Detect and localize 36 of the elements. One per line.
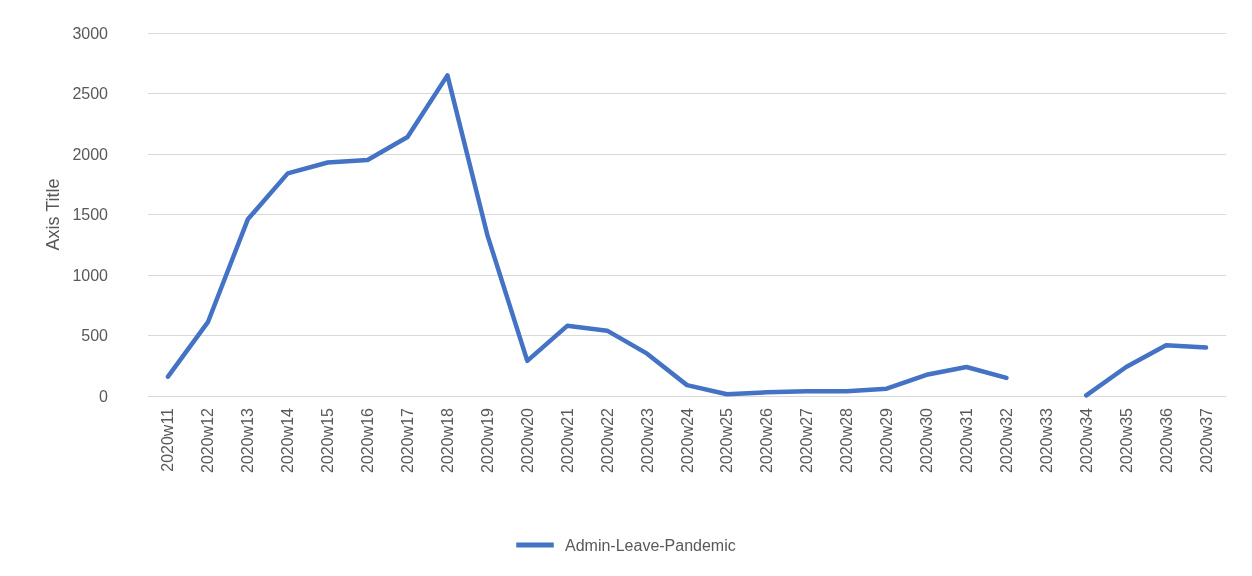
y-tick-label: 2000: [72, 145, 109, 163]
x-tick-label: 2020w17: [399, 407, 417, 473]
x-tick-label: 2020w30: [918, 407, 936, 473]
y-tick-label: 3000: [72, 24, 109, 42]
x-tick-label: 2020w32: [997, 407, 1015, 473]
x-tick-label: 2020w29: [878, 407, 896, 473]
x-tick-label: 2020w27: [798, 407, 816, 473]
y-tick-label: 1500: [72, 206, 109, 223]
x-tick-label: 2020w19: [478, 407, 496, 473]
x-tick-label: 2020w13: [239, 407, 257, 473]
x-tick-label: 2020w31: [957, 407, 975, 473]
x-tick-label: 2020w23: [638, 407, 656, 473]
x-tick-label: 2020w26: [758, 407, 776, 473]
x-tick-label: 2020w18: [438, 407, 456, 473]
x-tick-label: 2020w36: [1157, 407, 1175, 473]
x-tick-label: 2020w34: [1077, 407, 1095, 473]
x-tick-label: 2020w15: [319, 407, 337, 473]
x-tick-label: 2020w33: [1037, 407, 1055, 473]
x-tick-label: 2020w14: [279, 407, 297, 473]
y-tick-label: 500: [81, 327, 109, 344]
y-tick-label: 1000: [72, 266, 109, 284]
x-tick-label: 2020w22: [598, 407, 616, 473]
x-tick-label: 2020w16: [359, 407, 377, 473]
x-tick-label: 2020w37: [1197, 407, 1215, 473]
x-tick-label: 2020w25: [718, 407, 736, 473]
y-tick-label: 0: [99, 387, 109, 405]
x-tick-label: 2020w24: [678, 407, 696, 473]
x-tick-label: 2020w21: [558, 407, 576, 473]
x-tick-label: 2020w12: [199, 407, 217, 473]
legend-label: Admin-Leave-Pandemic: [565, 536, 736, 554]
y-tick-label: 2500: [72, 85, 109, 102]
x-tick-label: 2020w35: [1117, 407, 1135, 473]
x-tick-label: 2020w20: [518, 407, 536, 473]
y-axis-title: Axis Title: [42, 178, 63, 251]
x-tick-label: 2020w11: [159, 407, 177, 472]
x-tick-label: 2020w28: [838, 407, 856, 473]
